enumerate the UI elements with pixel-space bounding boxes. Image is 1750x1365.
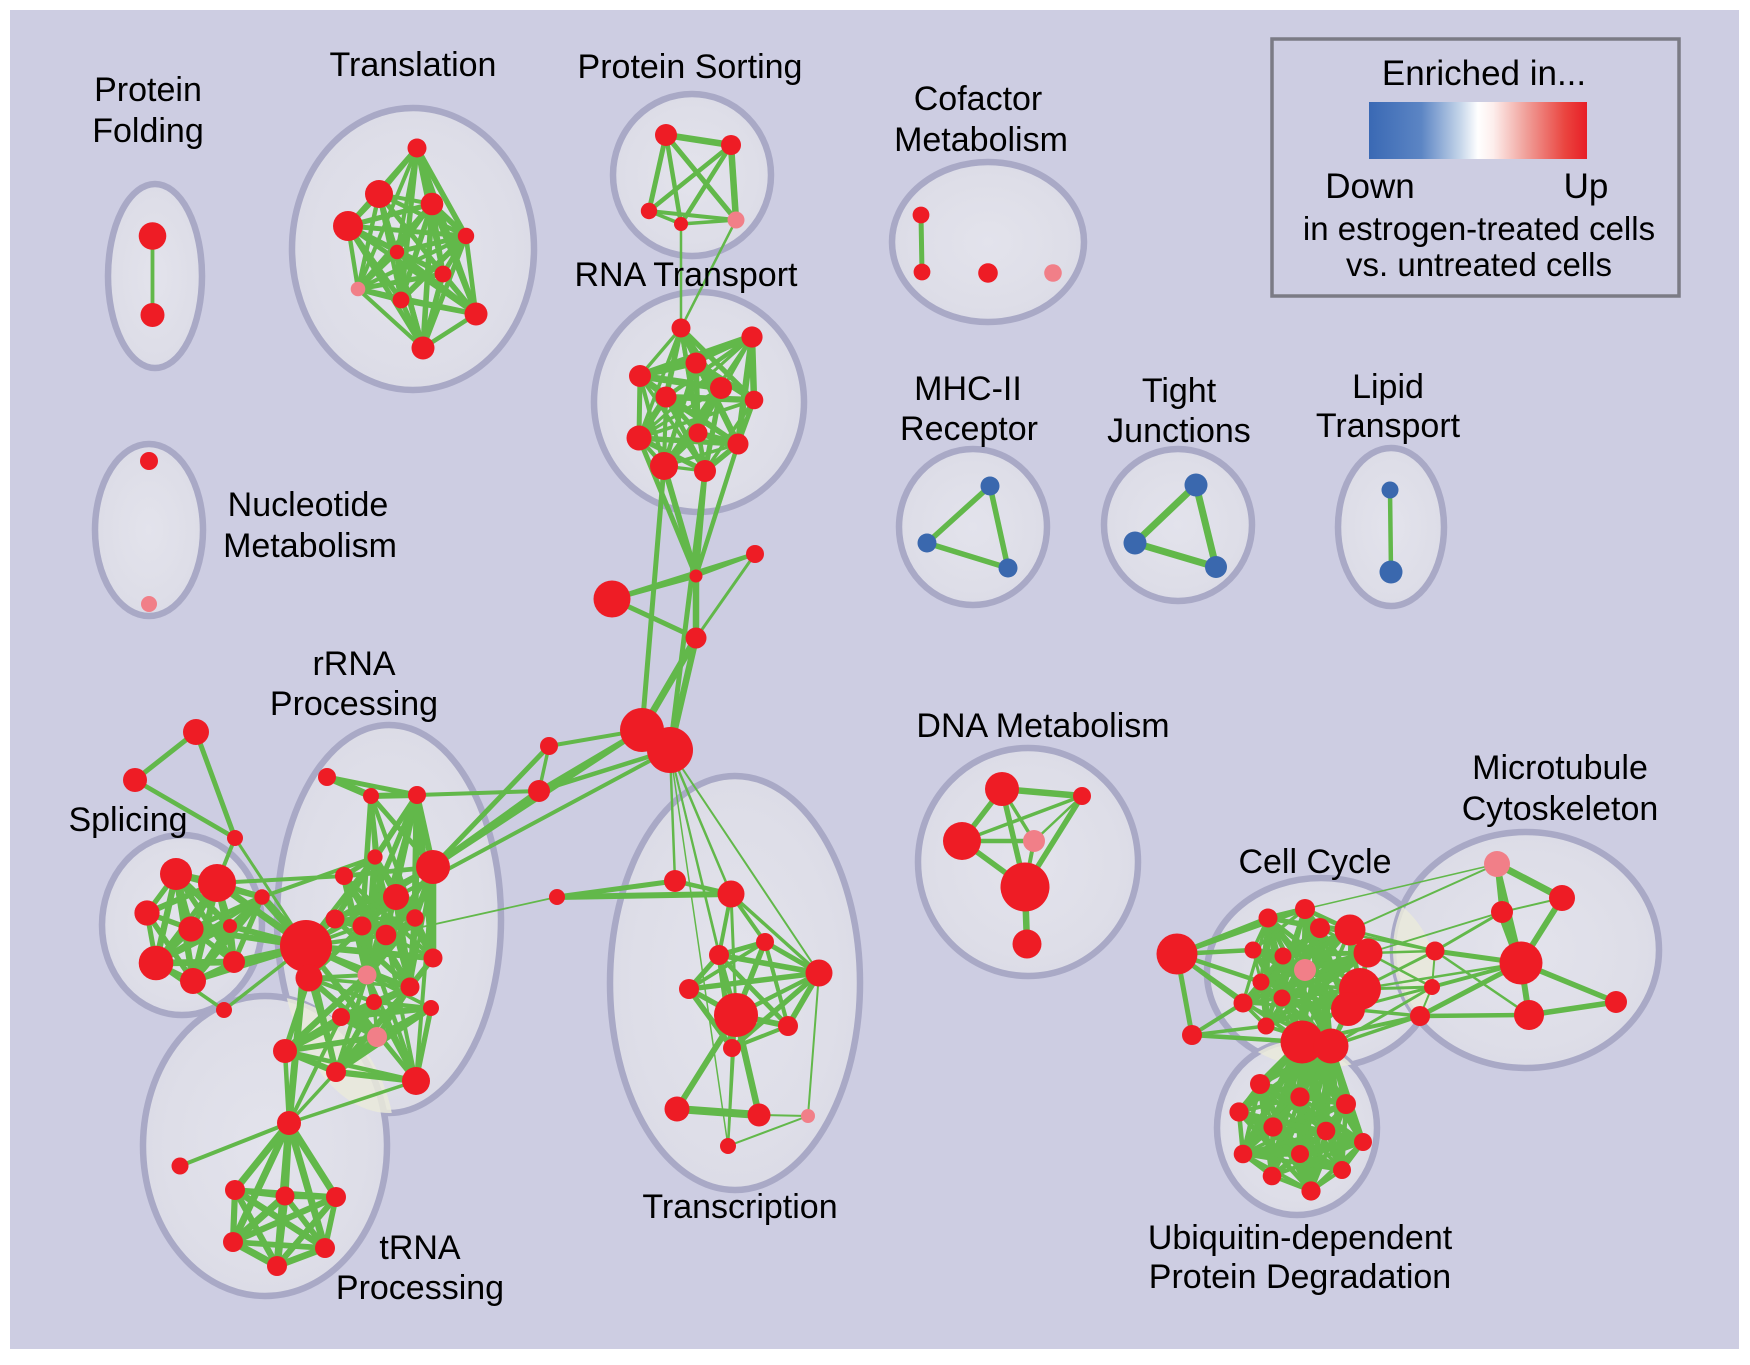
svg-text:Nucleotide: Nucleotide: [228, 486, 389, 524]
svg-text:Transcription: Transcription: [642, 1188, 837, 1226]
svg-text:Metabolism: Metabolism: [223, 527, 397, 565]
svg-text:Processing: Processing: [336, 1269, 504, 1307]
svg-text:MHC-II: MHC-II: [914, 370, 1022, 408]
svg-text:RNA Transport: RNA Transport: [575, 256, 799, 294]
svg-text:Splicing: Splicing: [68, 801, 187, 839]
svg-text:Lipid: Lipid: [1352, 368, 1424, 406]
svg-text:Cofactor: Cofactor: [914, 80, 1043, 118]
svg-text:Transport: Transport: [1316, 407, 1461, 445]
svg-text:Junctions: Junctions: [1107, 412, 1251, 450]
svg-text:Protein Degradation: Protein Degradation: [1149, 1258, 1451, 1296]
svg-text:Processing: Processing: [270, 685, 438, 723]
svg-text:in estrogen-treated cells: in estrogen-treated cells: [1303, 210, 1655, 247]
svg-text:Cytoskeleton: Cytoskeleton: [1462, 790, 1659, 828]
svg-text:Protein: Protein: [94, 71, 202, 109]
svg-text:Down: Down: [1325, 167, 1414, 206]
svg-text:rRNA: rRNA: [312, 645, 395, 683]
svg-text:tRNA: tRNA: [379, 1229, 461, 1267]
svg-text:Receptor: Receptor: [900, 410, 1038, 448]
svg-text:Metabolism: Metabolism: [894, 121, 1068, 159]
svg-text:Translation: Translation: [330, 46, 497, 84]
svg-text:Ubiquitin-dependent: Ubiquitin-dependent: [1148, 1219, 1453, 1257]
svg-text:Enriched in...: Enriched in...: [1382, 54, 1586, 93]
svg-text:Tight: Tight: [1142, 372, 1217, 410]
svg-text:Protein Sorting: Protein Sorting: [578, 48, 803, 86]
svg-text:Folding: Folding: [92, 112, 204, 150]
svg-text:DNA Metabolism: DNA Metabolism: [916, 707, 1169, 745]
svg-text:Cell Cycle: Cell Cycle: [1238, 843, 1391, 881]
svg-text:Up: Up: [1564, 167, 1609, 206]
svg-text:Microtubule: Microtubule: [1472, 749, 1648, 787]
svg-text:vs. untreated cells: vs. untreated cells: [1346, 246, 1612, 283]
